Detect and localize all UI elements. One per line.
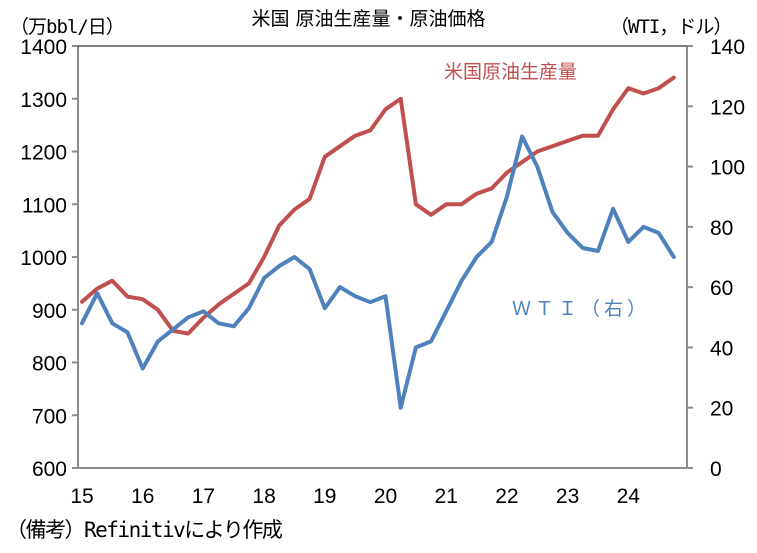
left-tick-label: 700 xyxy=(32,405,67,428)
wti-series-label: ＷＴＩ（右） xyxy=(512,298,650,320)
x-tick-label: 16 xyxy=(131,485,154,508)
right-axis-unit: （WTI，ドル） xyxy=(610,16,732,38)
source-note: （備考）Refinitivにより作成 xyxy=(6,518,283,542)
left-tick-label: 1400 xyxy=(20,36,67,59)
x-tick-label: 17 xyxy=(192,485,215,508)
x-tick-label: 19 xyxy=(313,485,336,508)
left-tick-label: 800 xyxy=(32,353,67,376)
right-tick-label: 140 xyxy=(710,36,745,59)
left-tick-label: 900 xyxy=(32,300,67,323)
x-tick-label: 15 xyxy=(70,485,93,508)
axes: 1400130012001100100090080070060014012010… xyxy=(20,36,745,508)
x-tick-label: 24 xyxy=(617,485,641,508)
right-tick-label: 120 xyxy=(710,96,745,119)
left-tick-label: 600 xyxy=(32,458,67,481)
production-line xyxy=(80,75,676,336)
right-tick-label: 40 xyxy=(710,337,733,360)
right-tick-label: 20 xyxy=(710,398,733,421)
x-tick-label: 23 xyxy=(556,485,579,508)
wti-line xyxy=(80,134,676,410)
left-tick-label: 1200 xyxy=(20,142,67,165)
left-tick-label: 1000 xyxy=(20,247,67,270)
right-tick-label: 60 xyxy=(710,277,733,300)
series-lines xyxy=(80,75,676,410)
right-tick-label: 80 xyxy=(710,217,733,240)
x-tick-label: 18 xyxy=(252,485,275,508)
left-tick-label: 1300 xyxy=(20,89,67,112)
x-tick-label: 21 xyxy=(435,485,458,508)
x-tick-label: 20 xyxy=(374,485,397,508)
left-tick-label: 1100 xyxy=(22,194,67,217)
chart-title: 米国 原油生産量・原油価格 xyxy=(251,8,486,30)
right-tick-label: 100 xyxy=(710,157,745,180)
right-tick-label: 0 xyxy=(710,458,722,481)
left-axis-unit: （万bbl/日） xyxy=(10,16,125,38)
production-series-label: 米国原油生産量 xyxy=(444,61,577,83)
x-tick-label: 22 xyxy=(495,485,518,508)
